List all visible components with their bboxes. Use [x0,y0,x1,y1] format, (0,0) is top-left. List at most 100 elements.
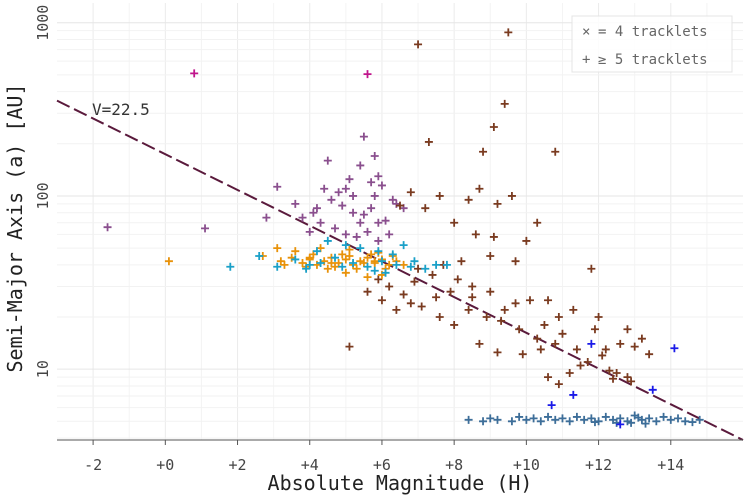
data-point-steelblue [695,415,704,424]
data-point-magenta [190,69,199,78]
data-point-brown [435,313,444,322]
data-point-brown [457,257,466,266]
data-point-orange [305,253,314,262]
data-point-steelblue [493,415,502,424]
data-point-brown [435,191,444,200]
data-point-cyan [406,262,415,271]
data-point-blue [547,401,556,410]
data-point-brown [432,293,441,302]
data-point-steelblue [544,412,553,421]
data-point-steelblue [590,418,599,427]
data-point-violet [385,230,394,239]
data-point-violet [341,230,350,239]
legend-label-5-tracklets: ≥ 5 tracklets [598,52,708,68]
data-point-violet [388,195,397,204]
x-tick-label: +14 [657,456,684,474]
data-point-brown [396,201,404,210]
data-point-brown [612,369,621,378]
data-point-violet [367,204,376,213]
data-point-brown [540,320,549,329]
data-point-steelblue [652,417,661,426]
data-point-violet [370,191,379,200]
data-point-cyan [226,262,235,271]
legend-marker-x: × [582,24,590,40]
x-tick-label: +4 [301,456,319,474]
data-point-brown [533,334,542,343]
data-point-violet [352,232,361,241]
data-point-brown [374,275,383,284]
data-point-brown [450,320,459,329]
data-point-brown [544,373,553,382]
data-point-brown [623,325,632,334]
data-point-steelblue [688,418,697,427]
data-point-steelblue [627,418,636,427]
data-point-brown [482,313,491,322]
data-point-steelblue [645,414,654,423]
data-point-blue [587,339,596,348]
y-tick-label: 10 [34,360,52,378]
data-point-brown [392,305,401,314]
data-point-brown [594,313,603,322]
data-point-steelblue [536,417,545,426]
data-point-orange [273,244,282,253]
data-point-brown [572,345,581,354]
data-point-steelblue [507,417,516,426]
data-point-brown [645,350,654,359]
data-point-cyan [312,247,321,256]
data-point-brown [533,218,542,227]
data-point-brown [377,296,386,305]
data-point-orange [331,262,340,271]
data-point-cyan [363,262,372,271]
data-point-brown [515,325,524,334]
data-point-violet [345,175,354,184]
data-point-brown [421,204,430,213]
data-point-brown [583,357,592,366]
data-point-brown [468,293,477,302]
data-point-steelblue [551,415,560,424]
data-point-orange [385,260,394,269]
data-point-brown [414,40,423,49]
data-point-violet [359,210,368,219]
x-tick-label: +0 [156,456,174,474]
data-point-cyan [305,260,314,269]
data-point-orange [334,259,343,268]
data-point-brown [464,195,473,204]
data-point-violet [316,218,325,227]
data-point-orange [341,268,350,277]
data-point-violet [356,218,365,227]
data-point-brown [475,339,484,348]
data-point-orange [363,273,372,282]
data-point-brown [428,270,437,279]
data-point-violet [305,227,314,236]
data-point-brown [446,287,455,296]
data-point-brown [486,287,495,296]
data-point-violet [338,201,347,210]
data-point-violet [262,213,271,222]
data-point-brown [544,296,553,305]
data-point-brown [471,230,480,239]
data-point-blue [648,385,657,394]
data-point-steelblue [464,415,473,424]
data-point-brown [587,264,596,273]
data-point-orange [291,247,300,256]
data-point-cyan [377,257,386,266]
data-point-steelblue [612,418,621,427]
data-point-brown [450,218,459,227]
data-point-cyan [338,262,347,271]
data-point-orange [338,250,347,259]
data-point-brown [414,264,423,273]
data-point-brown [522,236,531,245]
data-point-brown [601,345,610,354]
data-point-steelblue [674,414,683,423]
data-point-brown [554,313,563,322]
data-point-cyan [331,253,340,262]
data-point-violet [291,199,300,208]
data-point-violet [349,191,358,200]
data-point-cyan [302,264,311,273]
reference-line-v22-5 [56,99,744,441]
data-point-brown [637,334,646,343]
x-tick-label: +10 [513,456,540,474]
x-axis-ticks: -2 +0 +2 +4 +6 +8 +10 +12 +14 [84,440,684,474]
data-point-brown [551,147,560,156]
plot-area [57,3,743,440]
